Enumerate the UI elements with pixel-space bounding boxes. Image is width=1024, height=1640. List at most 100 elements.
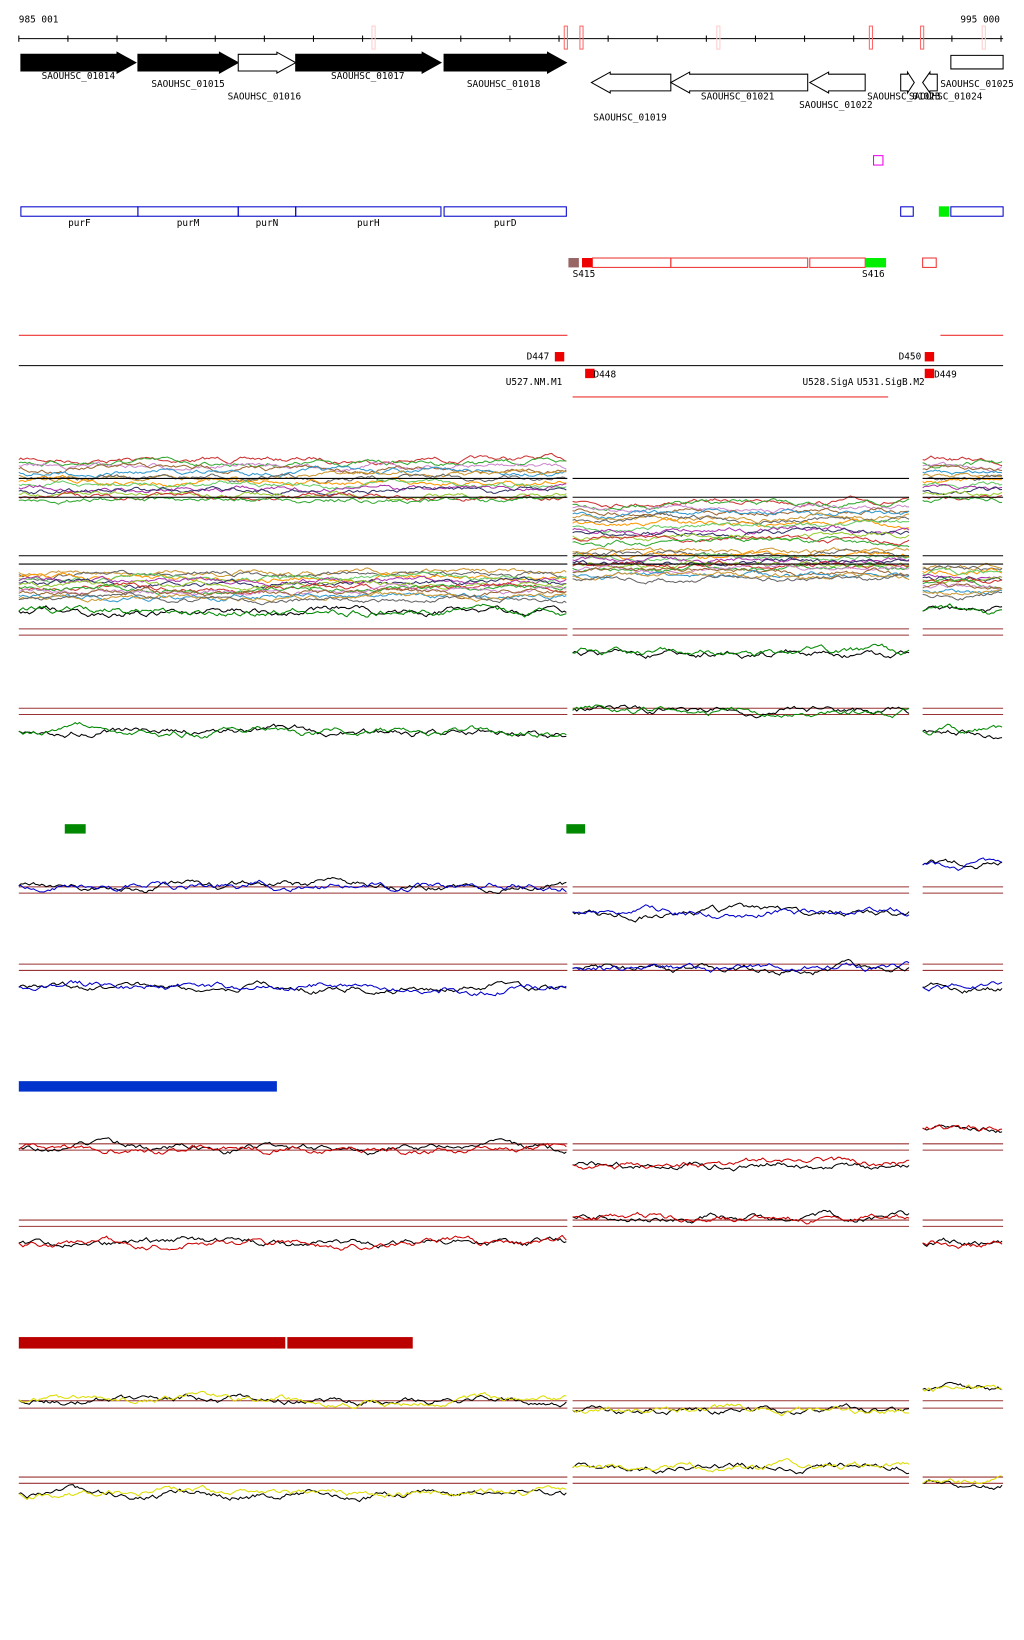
feature-label: U528.SigA	[802, 377, 853, 388]
trace	[922, 858, 1003, 870]
feature-label: U531.SigB.M2	[857, 377, 925, 388]
gene-label: SAOUHSC_01024	[909, 92, 983, 103]
feature-label: D447	[527, 352, 550, 363]
gene-arrow	[669, 71, 809, 94]
trace	[922, 464, 1003, 471]
gene-arrow	[137, 51, 240, 75]
operon-label: purM	[177, 218, 200, 229]
trace	[18, 1484, 567, 1501]
ruler-marker	[579, 25, 584, 50]
trace	[18, 592, 567, 606]
trace	[18, 1236, 567, 1249]
ruler-marker	[981, 25, 986, 50]
trace	[572, 1458, 910, 1473]
feature-label: D450	[899, 352, 922, 363]
trace	[922, 565, 1003, 572]
trace	[18, 472, 567, 485]
bar	[18, 1337, 286, 1349]
gene-label: SAOUHSC_01019	[593, 113, 667, 124]
trace	[18, 605, 567, 619]
feature-box	[924, 368, 935, 379]
bar	[18, 1081, 277, 1092]
segment	[591, 257, 672, 268]
trace	[572, 498, 910, 512]
bar	[64, 824, 86, 834]
gene-label: SAOUHSC_01022	[799, 100, 873, 111]
trace	[572, 517, 910, 531]
operon-gene	[137, 206, 239, 217]
trace	[18, 721, 567, 739]
trace	[572, 1211, 910, 1225]
gene-arrow	[20, 51, 137, 75]
feature-box	[585, 368, 595, 379]
bar	[566, 824, 586, 834]
operon-label: purH	[357, 218, 380, 229]
trace	[922, 484, 1003, 490]
trace	[18, 452, 567, 466]
ruler-marker	[716, 25, 721, 50]
trace	[572, 550, 910, 560]
bar	[287, 1337, 413, 1349]
trace	[922, 455, 1003, 466]
feature-label: D448	[594, 370, 617, 381]
operon-label: purN	[256, 218, 279, 229]
ruler-start: 985 001	[19, 14, 59, 25]
trace	[922, 576, 1003, 590]
trace	[18, 723, 567, 739]
gene-label: SAOUHSC_01016	[228, 92, 302, 103]
trace	[572, 512, 910, 524]
gene-arrow	[443, 51, 568, 75]
operon-label: purD	[494, 218, 517, 229]
segment	[922, 257, 937, 268]
trace	[922, 461, 1003, 473]
trace	[18, 460, 567, 473]
trace	[572, 531, 910, 542]
trace	[922, 982, 1003, 994]
trace	[572, 525, 910, 537]
gene-label: SAOUHSC_01018	[467, 79, 541, 90]
operon-gene	[938, 206, 950, 217]
trace	[922, 490, 1003, 497]
operon-gene	[950, 206, 1004, 217]
trace	[18, 485, 567, 496]
trace	[572, 1160, 910, 1172]
segment	[582, 258, 593, 268]
trace	[572, 502, 910, 514]
trace	[18, 980, 567, 996]
trace	[18, 477, 567, 490]
gene-arrow	[950, 54, 1004, 70]
trace	[18, 603, 567, 618]
ruler-marker	[920, 25, 925, 50]
trace	[18, 578, 567, 591]
trace	[572, 571, 910, 581]
trace	[922, 587, 1003, 596]
trace	[922, 1475, 1003, 1485]
gene-arrow	[808, 71, 866, 94]
feature-box	[554, 352, 565, 362]
trace	[18, 877, 567, 894]
trace	[18, 465, 567, 479]
trace	[572, 1156, 910, 1170]
trace	[18, 1390, 567, 1410]
gene-label: SAOUHSC_01025	[940, 79, 1014, 90]
trace	[18, 1234, 567, 1251]
ruler-marker	[371, 25, 376, 50]
trace	[572, 643, 910, 657]
segment	[670, 257, 809, 268]
trace	[572, 507, 910, 518]
trace	[18, 567, 567, 578]
trace	[922, 496, 1003, 504]
trace	[18, 1142, 567, 1156]
trace	[572, 534, 910, 546]
trace	[922, 857, 1003, 871]
trace	[18, 572, 567, 585]
operon-gene	[900, 206, 914, 217]
gene-arrow	[295, 51, 443, 75]
gene-label: SAOUHSC_01021	[701, 92, 775, 103]
trace	[922, 729, 1003, 740]
trace	[572, 536, 910, 548]
segment-label: S415	[573, 269, 596, 280]
trace	[922, 567, 1003, 577]
gene-arrow	[590, 71, 672, 94]
trace	[572, 704, 910, 719]
